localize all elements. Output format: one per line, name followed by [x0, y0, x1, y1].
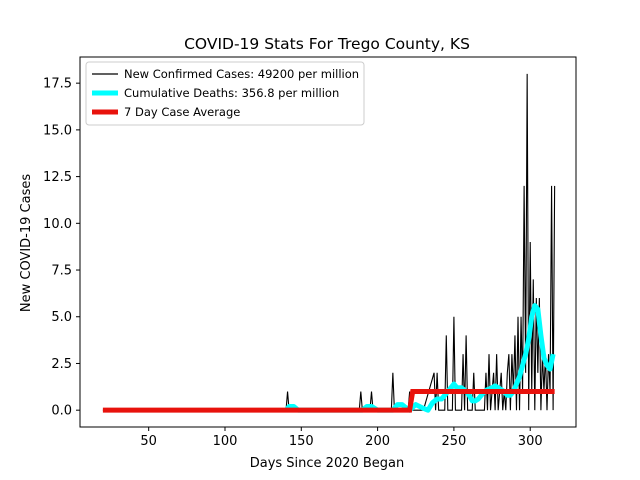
- y-tick-label: 0.0: [51, 404, 72, 419]
- legend-label-average: 7 Day Case Average: [124, 105, 240, 119]
- legend: New Confirmed Cases: 49200 per million C…: [85, 61, 365, 126]
- axes-frame: [79, 56, 577, 428]
- series-layer: [102, 73, 556, 413]
- y-tick-label: 2.5: [51, 357, 72, 372]
- y-ticks: 0.0 2.5 5.0 7.5 10.0 12.5 15.0 17.5: [43, 77, 80, 419]
- y-tick-label: 15.0: [43, 123, 72, 138]
- y-tick-label: 7.5: [51, 264, 72, 279]
- x-tick-label: 150: [289, 434, 314, 449]
- legend-label-deaths: Cumulative Deaths: 356.8 per million: [124, 86, 339, 100]
- y-tick-label: 5.0: [51, 310, 72, 325]
- x-tick-label: 50: [140, 434, 157, 449]
- x-tick-label: 300: [518, 434, 543, 449]
- y-tick-label: 10.0: [43, 217, 72, 232]
- x-axis-label: Days Since 2020 Began: [250, 456, 405, 471]
- y-tick-label: 17.5: [43, 77, 72, 92]
- legend-box: [85, 61, 365, 126]
- x-tick-label: 200: [365, 434, 390, 449]
- chart-title: COVID-19 Stats For Trego County, KS: [184, 35, 470, 53]
- y-tick-label: 12.5: [43, 170, 72, 185]
- series-line-deaths: [284, 303, 556, 413]
- x-tick-label: 250: [441, 434, 466, 449]
- y-axis-label: New COVID-19 Cases: [19, 174, 34, 312]
- x-tick-label: 100: [213, 434, 238, 449]
- legend-label-new-cases: New Confirmed Cases: 49200 per million: [124, 67, 359, 81]
- x-ticks: 50 100 150 200 250 300: [140, 427, 543, 449]
- series-line-average: [102, 388, 555, 413]
